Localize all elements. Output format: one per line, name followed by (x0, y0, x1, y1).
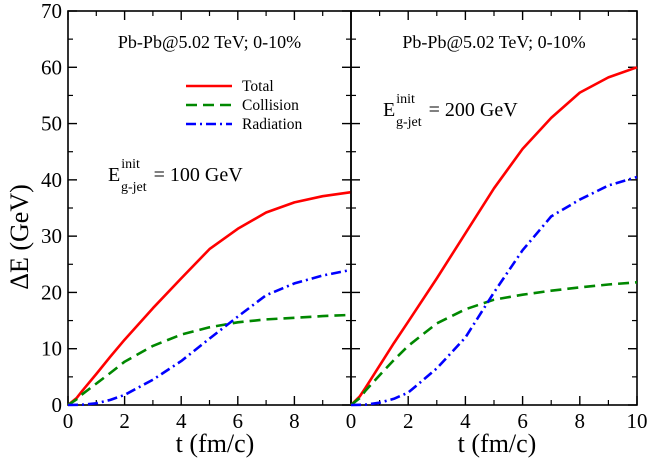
y-axis-title: ΔE (GeV) (5, 184, 34, 290)
series-radiation-left (67, 268, 352, 407)
x-axis-title-left: t (fm/c) (176, 429, 255, 458)
panel-left: 0 10 20 30 40 50 60 70 0 2 4 6 8 Pb-Pb@5.02 TeV; 0-10… (41, 0, 352, 433)
series-radiation-right (350, 175, 638, 407)
y-tick-label: 0 (52, 393, 63, 417)
series-total-left (67, 190, 352, 407)
panel-header: Pb-Pb@5.02 TeV; 0-10% (402, 32, 585, 52)
x-tick-label: 6 (233, 409, 244, 433)
y-tick-label: 20 (41, 280, 62, 304)
x-tick-label: 6 (517, 409, 528, 433)
x-tick-label: 0 (346, 409, 357, 433)
legend-label-total: Total (242, 78, 274, 95)
x-tick-label: 2 (403, 409, 414, 433)
legend-label-collision: Collision (242, 97, 299, 114)
y-tick-label: 60 (41, 55, 62, 79)
y-tick-label: 50 (41, 112, 62, 136)
energy-label: Einit g-jet = 200 GeV (383, 92, 518, 130)
series-collision-right (350, 281, 638, 407)
x-tick-label: 2 (119, 409, 130, 433)
panel-frame (350, 10, 638, 406)
x-tick-label: 4 (176, 409, 187, 433)
energy-label: Einit g-jet = 100 GeV (108, 157, 243, 195)
series-total-right (350, 66, 638, 406)
y-tick-label: 30 (41, 224, 62, 248)
panel-header: Pb-Pb@5.02 TeV; 0-10% (118, 32, 301, 52)
legend: Total Collision Radiation (186, 78, 303, 133)
y-tick-label: 40 (41, 168, 62, 192)
series-collision-left (67, 313, 352, 407)
x-axis-title-right: t (fm/c) (458, 429, 537, 458)
y-tick-label: 10 (41, 337, 62, 361)
panel-right: 0 2 4 6 8 10 Pb-Pb@5.02 TeV; 0-10% Einit g-jet =… (346, 10, 648, 433)
x-tick-label: 8 (289, 409, 300, 433)
x-tick-label: 4 (460, 409, 471, 433)
x-tick-label: 0 (63, 409, 74, 433)
legend-label-radiation: Radiation (242, 116, 303, 133)
panel-frame (67, 10, 352, 406)
x-tick-label: 10 (627, 409, 648, 433)
x-tick-label: 8 (575, 409, 586, 433)
y-tick-label: 70 (41, 0, 62, 23)
